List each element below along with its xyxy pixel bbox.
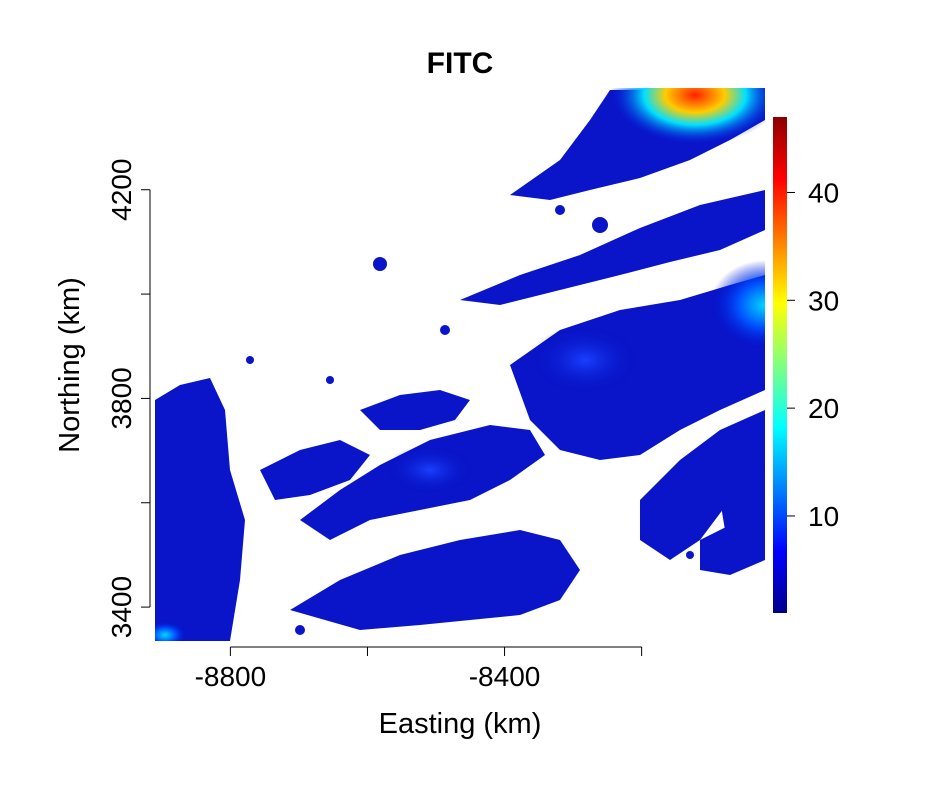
heatmap-region	[460, 190, 765, 305]
heatmap-region	[360, 390, 470, 430]
x-axis-label: Easting (km)	[379, 708, 542, 740]
x-tick-label: -8800	[195, 661, 267, 692]
y-tick-label: 3400	[106, 576, 137, 638]
heatmap-hotspot-middle	[385, 445, 475, 495]
heatmap-region	[295, 625, 305, 635]
colorbar-tick-label: 30	[808, 285, 839, 316]
heatmap-hotspot-northeast	[610, 88, 765, 145]
y-tick-label: 3800	[106, 367, 137, 429]
colorbar-legend: 10 20 30 40	[773, 117, 839, 613]
heatmap-region	[194, 554, 206, 566]
heatmap-region	[440, 325, 450, 335]
heatmap-hotspot-central	[530, 325, 640, 395]
colorbar-tick-label: 10	[808, 501, 839, 532]
colorbar-gradient	[773, 117, 787, 613]
heatmap-region	[640, 410, 765, 560]
x-tick-label: -8400	[469, 661, 541, 692]
heatmap-region	[654, 234, 666, 246]
heatmap-region	[373, 257, 387, 271]
heatmap-region	[290, 530, 580, 630]
y-axis-label: Northing (km)	[54, 277, 86, 453]
heatmap-region	[326, 376, 334, 384]
heatmap-region	[700, 515, 765, 575]
colorbar-tick-label: 20	[808, 393, 839, 424]
heatmap-hotspot-southwest	[155, 621, 187, 641]
y-axis: 3400 3800 4200	[106, 159, 151, 638]
heatmap-hotspot-east	[710, 260, 765, 350]
heatmap-region	[515, 585, 525, 595]
heatmap-region	[686, 551, 694, 559]
heatmap-region	[555, 205, 565, 215]
x-axis: -8800 -8400	[195, 646, 643, 692]
colorbar-tick-label: 40	[808, 177, 839, 208]
heatmap-region	[155, 378, 245, 641]
y-tick-label: 4200	[106, 159, 137, 221]
heatmap-region	[592, 217, 608, 233]
heatmap-region	[246, 356, 254, 364]
heatmap-region	[260, 440, 370, 500]
chart-title: FITC	[427, 47, 494, 80]
heatmap-region	[464, 569, 476, 581]
heatmap-plot-area	[155, 88, 765, 641]
